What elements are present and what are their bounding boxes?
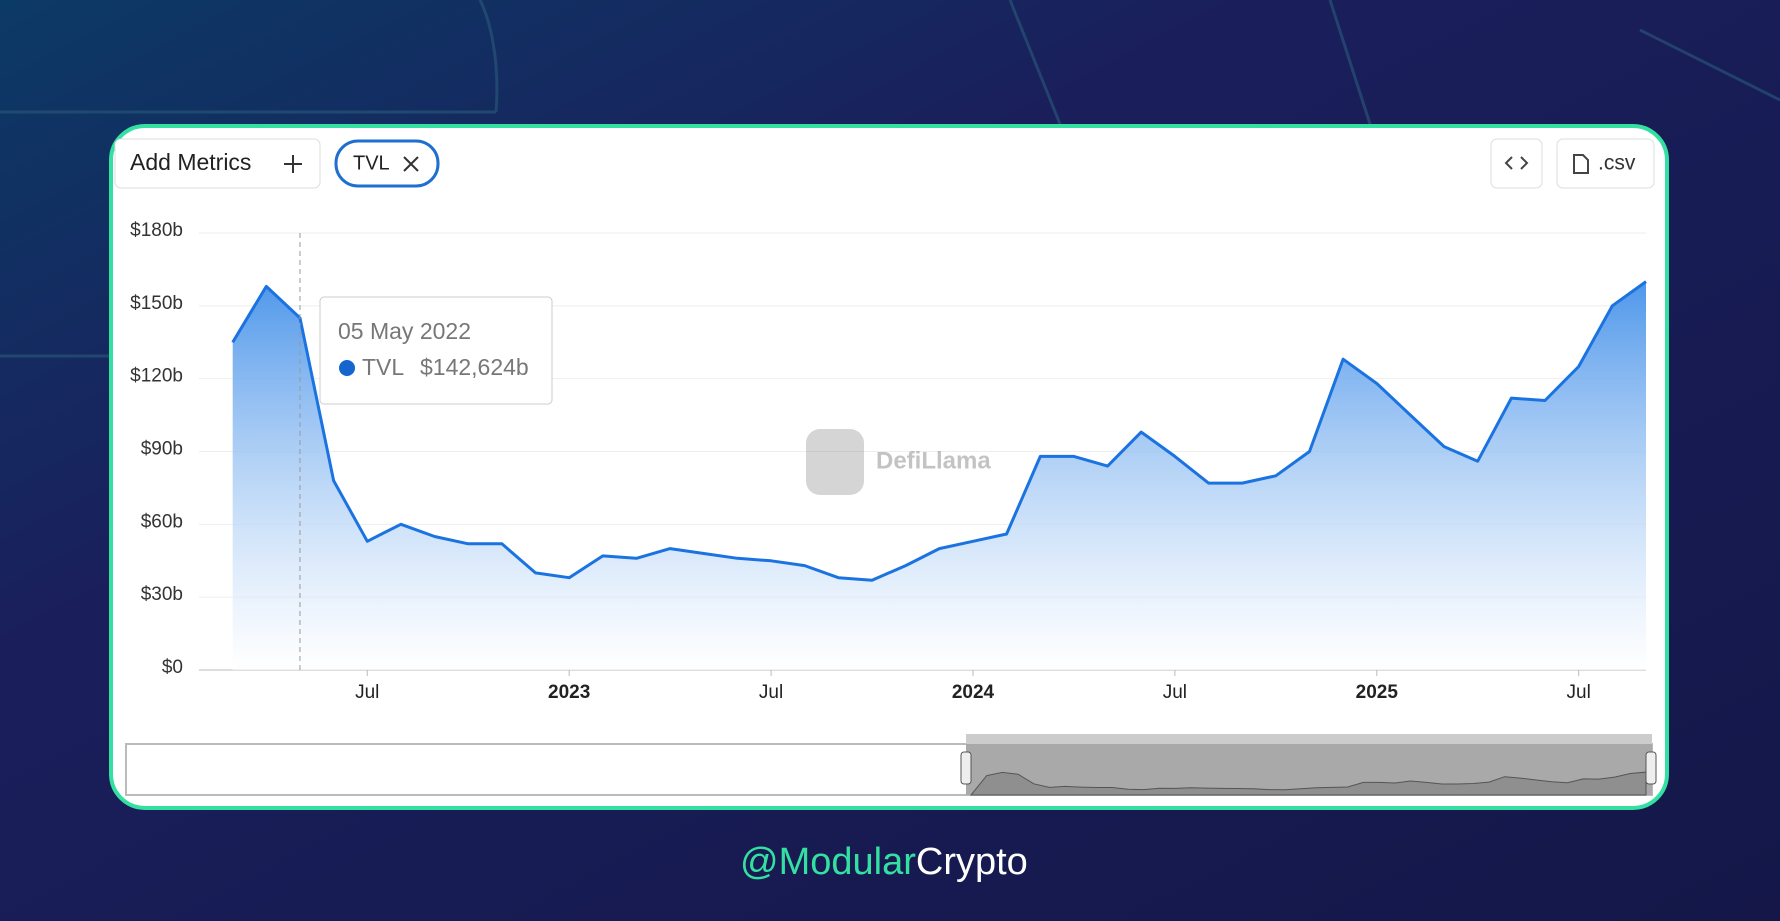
- file-icon: [1573, 154, 1589, 174]
- tooltip-box: [319, 296, 553, 405]
- y-tick-label: $0: [162, 657, 183, 678]
- close-icon: [403, 156, 419, 172]
- minimap-bar[interactable]: [966, 734, 1652, 744]
- tooltip-series: TVL: [362, 354, 404, 380]
- minimap-area: [969, 771, 1647, 796]
- y-tick-label: $150b: [130, 293, 183, 314]
- tvl-pill-label: TVL: [353, 152, 390, 174]
- csv-button[interactable]: [1556, 138, 1655, 189]
- watermark-logo: [806, 429, 864, 495]
- x-tick-label: 2023: [548, 682, 590, 703]
- x-tick-label: Jul: [355, 682, 379, 703]
- decor-lines: [0, 0, 1780, 358]
- add-metrics-label: Add Metrics: [130, 149, 251, 175]
- plus-icon: [284, 155, 302, 173]
- y-tick-label: $90b: [141, 439, 183, 460]
- footer-handle-prefix: @Modular: [740, 841, 916, 883]
- y-tick-label: $120b: [130, 366, 183, 387]
- csv-label: .csv: [1598, 152, 1636, 175]
- tooltip: 05 May 2022 TVL $142,624b: [319, 296, 553, 405]
- x-tick-label: Jul: [1567, 682, 1591, 703]
- tooltip-date: 05 May 2022: [338, 318, 471, 344]
- add-metrics-button[interactable]: [114, 138, 321, 189]
- x-tick-label: 2024: [952, 682, 995, 703]
- minimap-handle-left[interactable]: [960, 751, 972, 785]
- footer-handle-suffix: Crypto: [916, 841, 1028, 883]
- embed-button[interactable]: [1490, 138, 1543, 189]
- code-icon: [1504, 156, 1529, 170]
- y-tick-label: $30b: [141, 584, 183, 605]
- line: [231, 280, 1647, 582]
- x-tick-label: Jul: [759, 682, 783, 703]
- y-tick-label: $180b: [130, 220, 183, 241]
- plot: $0 $30b $60b $90b $120b $150b $180b Jul 2023 Jul 2…: [130, 220, 1647, 703]
- tvl-pill[interactable]: [334, 139, 440, 188]
- minimap: [125, 734, 1657, 796]
- x-tick-label: Jul: [1163, 682, 1187, 703]
- watermark: DefiLlama: [806, 429, 991, 495]
- area: [232, 281, 1647, 670]
- minimap-handle-right[interactable]: [1645, 751, 1657, 785]
- watermark-text: DefiLlama: [876, 447, 991, 474]
- tooltip-dot: [339, 360, 355, 376]
- x-tick-label: 2025: [1356, 682, 1399, 703]
- tooltip-value: $142,624b: [420, 354, 529, 380]
- y-tick-label: $60b: [141, 511, 183, 532]
